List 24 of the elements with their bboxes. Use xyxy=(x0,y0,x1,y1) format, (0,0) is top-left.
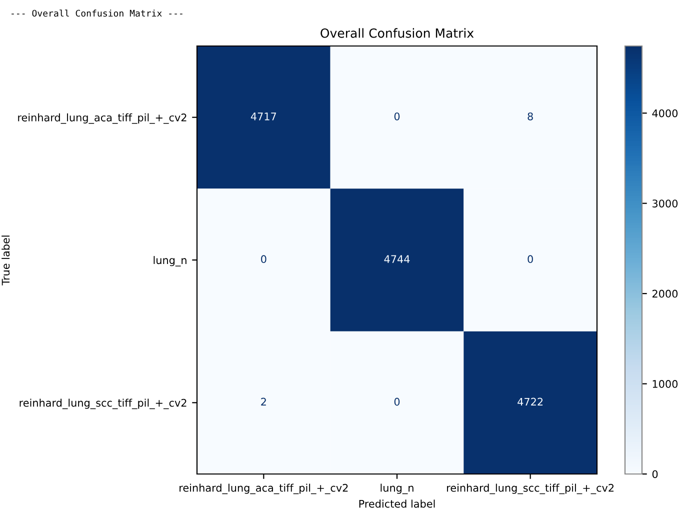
x-tick-label: reinhard_lung_aca_tiff_pil_+_cv2 xyxy=(180,484,348,494)
x-axis-title: Predicted label xyxy=(359,500,435,508)
x-tick-label: reinhard_lung_scc_tiff_pil_+_cv2 xyxy=(447,484,614,494)
data-label: 4722 xyxy=(518,398,543,406)
color-bar-label: 4000 xyxy=(652,109,678,118)
y-tick-label: lung_n xyxy=(154,256,186,266)
data-label: 0 xyxy=(394,398,400,406)
data-label: 0 xyxy=(261,255,266,264)
data-label: 0 xyxy=(394,112,400,120)
data-label: 2 xyxy=(261,398,266,406)
data-label: 0 xyxy=(528,255,533,264)
x-tick-label: lung_n xyxy=(380,484,414,494)
color-bar-label: 3000 xyxy=(652,200,678,208)
color-bar-label: 1000 xyxy=(652,380,678,388)
data-label: 4744 xyxy=(384,255,410,263)
y-tick-label: reinhard_lung_aca_tiff_pil_+_cv2 xyxy=(18,113,186,124)
y-axis-title: True label xyxy=(2,236,10,286)
data-label: 4717 xyxy=(250,112,276,120)
color-bar-label: 2000 xyxy=(652,290,678,298)
text: --- Overall Confusion Matrix --- xyxy=(12,10,182,17)
chart-title: Overall Confusion Matrix xyxy=(320,28,474,38)
y-tick-label: reinhard_lung_scc_tiff_pil_+_cv2 xyxy=(20,398,186,410)
color-bar-label: 0 xyxy=(652,470,658,478)
data-label: 8 xyxy=(528,112,533,120)
